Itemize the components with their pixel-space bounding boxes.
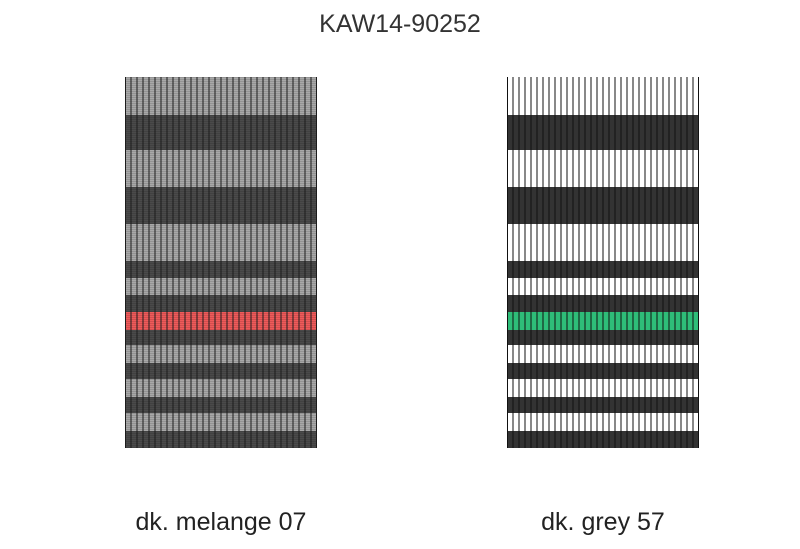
grey-swatch-caption: dk. grey 57 [541, 508, 665, 536]
grey-swatch [507, 77, 699, 448]
melange-swatch-graphic [125, 77, 317, 448]
melange-swatch-caption: dk. melange 07 [135, 508, 307, 536]
grey-swatch-graphic [507, 77, 699, 448]
melange-swatch [125, 77, 317, 448]
swatch-title: KAW14-90252 [319, 10, 481, 38]
